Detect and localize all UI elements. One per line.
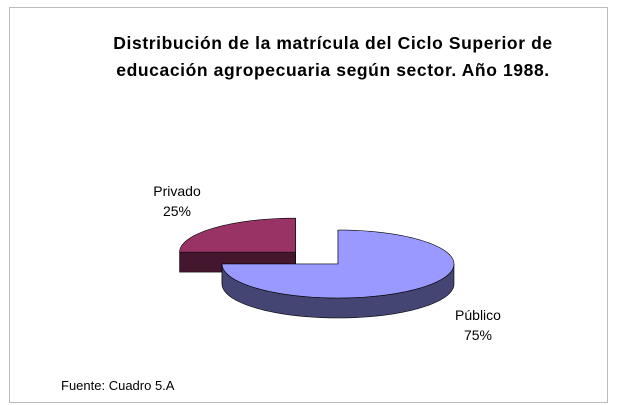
- slice-value-label: 75%: [464, 327, 492, 343]
- slice-label: Privado: [153, 183, 201, 199]
- pie-slice: [221, 229, 455, 319]
- slice-value-label: 25%: [163, 203, 191, 219]
- chart-title: Distribución de la matrícula del Ciclo S…: [113, 33, 553, 80]
- pie-slice: [179, 217, 296, 273]
- slice-label: Público: [455, 307, 501, 323]
- slice-top: [221, 229, 455, 299]
- chart-frame: [9, 7, 608, 403]
- slice-top: [179, 217, 296, 253]
- source-note: Fuente: Cuadro 5.A: [61, 378, 175, 393]
